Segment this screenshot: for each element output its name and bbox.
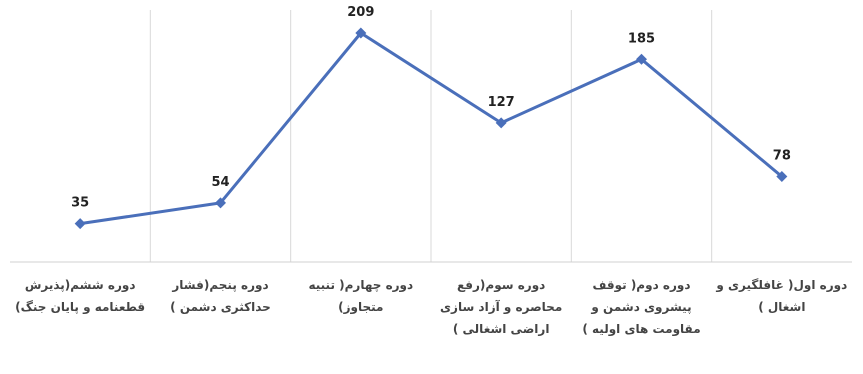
x-tick-label: دوره دوم( توقف پیشروی دشمن و مقاومت های … bbox=[582, 278, 701, 336]
x-tick-label: دوره اول( غافلگیری و اشغال ) bbox=[716, 278, 848, 314]
x-tick-label: دوره چهارم( تنبیه متجاوز) bbox=[308, 278, 414, 314]
data-label: 54 bbox=[211, 175, 229, 190]
data-point-marker bbox=[636, 53, 647, 65]
data-labels-group: 35 54 209 127 185 78 bbox=[71, 5, 791, 211]
data-point-marker bbox=[495, 117, 507, 129]
data-point-marker bbox=[355, 27, 367, 39]
data-label: 35 bbox=[71, 196, 89, 211]
data-point-marker bbox=[215, 197, 226, 209]
data-point-marker bbox=[74, 218, 86, 230]
x-tick-label: دوره ششم(پذیرش قطعنامه و پایان جنگ) bbox=[15, 278, 146, 314]
series-line bbox=[79, 31, 783, 226]
data-label: 185 bbox=[628, 31, 655, 46]
data-label: 78 bbox=[773, 149, 791, 164]
data-label: 127 bbox=[488, 95, 515, 110]
data-point-marker bbox=[776, 171, 788, 183]
data-label: 209 bbox=[347, 5, 374, 20]
vertical-gridlines bbox=[149, 10, 713, 262]
x-tick-label: دوره سوم(رفع محاصره و آزاد سازی اراضی اش… bbox=[440, 278, 563, 336]
x-tick-label: دوره پنجم(فشار حداکثری دشمن ) bbox=[170, 278, 271, 314]
series-group bbox=[74, 27, 788, 230]
